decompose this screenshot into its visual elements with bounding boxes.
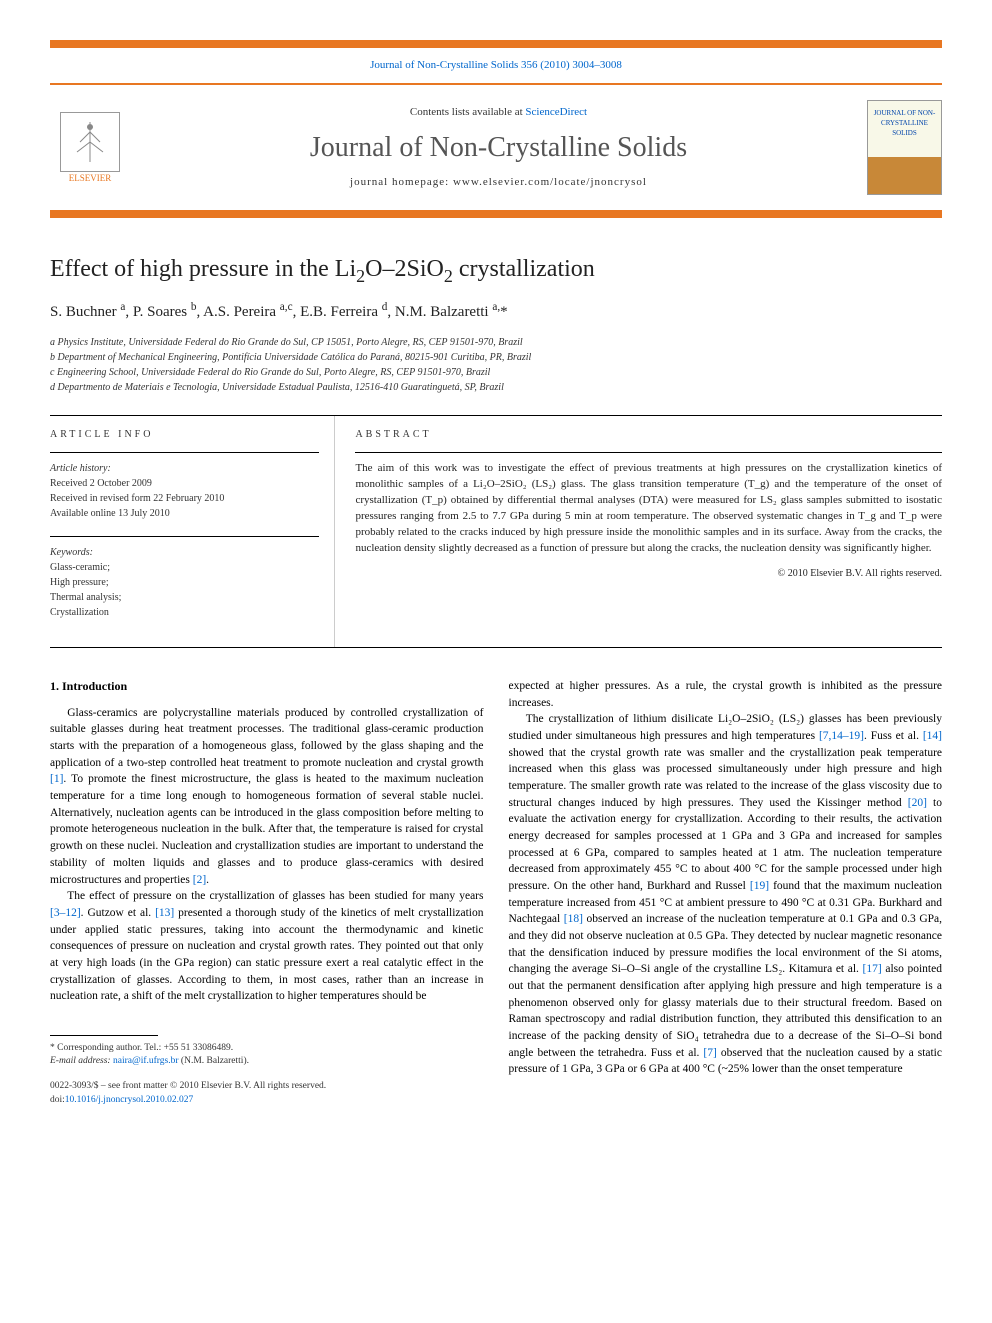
- front-matter-line: 0022-3093/$ – see front matter © 2010 El…: [50, 1080, 484, 1093]
- affiliation-d: d Departmento de Materiais e Tecnologia,…: [50, 380, 942, 395]
- corresponding-email-link[interactable]: naira@if.ufrgs.br: [113, 1056, 179, 1066]
- journal-header: ELSEVIER Contents lists available at Sci…: [50, 85, 942, 218]
- keyword-4: Crystallization: [50, 605, 319, 620]
- footnote-separator: [50, 1035, 158, 1036]
- authors-line: S. Buchner a, P. Soares b, A.S. Pereira …: [50, 302, 942, 323]
- doi-link[interactable]: 10.1016/j.jnoncrysol.2010.02.027: [65, 1095, 194, 1105]
- article-title: Effect of high pressure in the Li2O–2SiO…: [50, 253, 942, 287]
- affiliation-c: c Engineering School, Universidade Feder…: [50, 365, 942, 380]
- email-line: E-mail address: naira@if.ufrgs.br (N.M. …: [50, 1055, 484, 1068]
- citation-text[interactable]: Journal of Non-Crystalline Solids 356 (2…: [370, 59, 622, 71]
- keyword-1: Glass-ceramic;: [50, 560, 319, 575]
- history-online: Available online 13 July 2010: [50, 506, 319, 521]
- info-abstract-row: ARTICLE INFO Article history: Received 2…: [50, 415, 942, 648]
- history-label: Article history:: [50, 461, 319, 476]
- abstract-heading: ABSTRACT: [355, 428, 942, 442]
- left-body-text: Glass-ceramics are polycrystalline mater…: [50, 705, 484, 1005]
- elsevier-logo[interactable]: ELSEVIER: [50, 103, 130, 193]
- corresponding-line: * Corresponding author. Tel.: +55 51 330…: [50, 1042, 484, 1055]
- publisher-name: ELSEVIER: [69, 172, 112, 185]
- history-received: Received 2 October 2009: [50, 476, 319, 491]
- doi-line: doi:10.1016/j.jnoncrysol.2010.02.027: [50, 1094, 484, 1107]
- abstract-copyright: © 2010 Elsevier B.V. All rights reserved…: [355, 567, 942, 581]
- intro-para-1: Glass-ceramics are polycrystalline mater…: [50, 705, 484, 888]
- article-history-block: Article history: Received 2 October 2009…: [50, 461, 319, 521]
- keyword-2: High pressure;: [50, 575, 319, 590]
- affiliations-block: a Physics Institute, Universidade Federa…: [50, 335, 942, 395]
- body-columns: 1. Introduction Glass-ceramics are polyc…: [50, 678, 942, 1107]
- history-revised: Received in revised form 22 February 201…: [50, 491, 319, 506]
- keywords-block: Keywords: Glass-ceramic; High pressure; …: [50, 545, 319, 620]
- affiliation-a: a Physics Institute, Universidade Federa…: [50, 335, 942, 350]
- journal-homepage-line: journal homepage: www.elsevier.com/locat…: [130, 175, 867, 190]
- elsevier-tree-icon: [60, 112, 120, 172]
- abstract-panel: ABSTRACT The aim of this work was to inv…: [335, 416, 942, 647]
- corresponding-author-footnote: * Corresponding author. Tel.: +55 51 330…: [50, 1042, 484, 1069]
- right-para-1: expected at higher pressures. As a rule,…: [509, 678, 943, 711]
- right-para-2: The crystallization of lithium disilicat…: [509, 711, 943, 1078]
- journal-cover-thumbnail[interactable]: JOURNAL OF NON-CRYSTALLINE SOLIDS: [867, 100, 942, 195]
- journal-title: Journal of Non-Crystalline Solids: [130, 128, 867, 167]
- article-info-panel: ARTICLE INFO Article history: Received 2…: [50, 416, 335, 647]
- contents-available-line: Contents lists available at ScienceDirec…: [130, 105, 867, 120]
- top-citation-banner: Journal of Non-Crystalline Solids 356 (2…: [50, 40, 942, 85]
- left-column: 1. Introduction Glass-ceramics are polyc…: [50, 678, 484, 1107]
- affiliation-b: b Department of Mechanical Engineering, …: [50, 350, 942, 365]
- intro-heading: 1. Introduction: [50, 678, 484, 695]
- sciencedirect-link[interactable]: ScienceDirect: [525, 106, 587, 118]
- article-info-heading: ARTICLE INFO: [50, 428, 319, 442]
- right-body-text: expected at higher pressures. As a rule,…: [509, 678, 943, 1078]
- journal-center-block: Contents lists available at ScienceDirec…: [130, 105, 867, 191]
- keywords-label: Keywords:: [50, 545, 319, 560]
- intro-para-2: The effect of pressure on the crystalliz…: [50, 888, 484, 1005]
- journal-homepage-url[interactable]: www.elsevier.com/locate/jnoncrysol: [453, 176, 647, 188]
- doi-block: 0022-3093/$ – see front matter © 2010 El…: [50, 1080, 484, 1107]
- keyword-3: Thermal analysis;: [50, 590, 319, 605]
- right-column: expected at higher pressures. As a rule,…: [509, 678, 943, 1107]
- abstract-text: The aim of this work was to investigate …: [355, 461, 942, 557]
